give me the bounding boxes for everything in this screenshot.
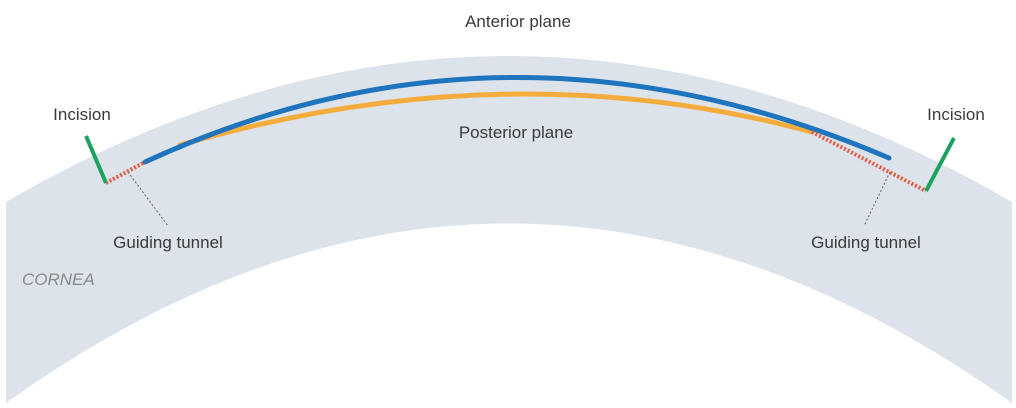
guiding-tunnel-label-right: Guiding tunnel [811,233,921,252]
cornea-label: CORNEA [22,270,95,289]
guiding-tunnel-label-left: Guiding tunnel [113,233,223,252]
incision-label-right: Incision [927,105,985,124]
guiding-tunnel-right [811,130,927,193]
guiding-tunnel-right-leader [863,171,891,227]
incision-mark-left [84,135,108,184]
incision-mark-right [924,137,956,192]
incision-label-left: Incision [53,105,111,124]
guiding-tunnel-left [105,160,146,185]
guiding-tunnel-left-leader [127,171,169,227]
anterior-plane-line [142,75,892,165]
anterior-plane-label: Anterior plane [465,12,571,31]
posterior-plane-line [177,91,815,148]
cornea-band [6,56,1012,403]
posterior-plane-label: Posterior plane [459,123,573,142]
